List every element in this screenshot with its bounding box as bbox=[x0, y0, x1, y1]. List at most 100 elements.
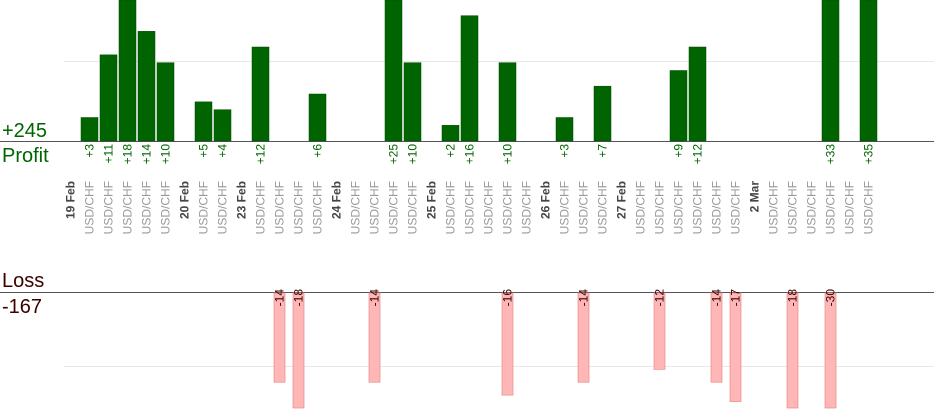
profit-label: Profit bbox=[2, 145, 49, 167]
loss-bar bbox=[653, 292, 666, 370]
symbol-label: USD/CHF bbox=[140, 181, 154, 234]
symbol-label: USD/CHF bbox=[672, 181, 686, 234]
profit-value-label: +33 bbox=[824, 144, 838, 165]
loss-value-label: -16 bbox=[501, 289, 515, 307]
profit-bar bbox=[308, 93, 327, 142]
loss-value-label: -18 bbox=[292, 289, 306, 307]
symbol-label: USD/CHF bbox=[83, 181, 97, 234]
symbol-label: USD/CHF bbox=[767, 181, 781, 234]
loss-value-label: -14 bbox=[710, 289, 724, 307]
loss-value-label: -18 bbox=[786, 289, 800, 307]
profit-value-label: +6 bbox=[311, 144, 325, 158]
date-label: 25 Feb bbox=[425, 181, 439, 219]
profit-bar bbox=[118, 0, 137, 142]
profit-bars bbox=[80, 0, 878, 142]
profit-bar bbox=[669, 70, 688, 142]
profit-value-label: +9 bbox=[672, 144, 686, 158]
symbol-label: USD/CHF bbox=[368, 181, 382, 234]
symbol-label: USD/CHF bbox=[482, 181, 496, 234]
loss-value-label: -14 bbox=[368, 289, 382, 307]
symbol-label: USD/CHF bbox=[634, 181, 648, 234]
profit-value-label: +10 bbox=[501, 144, 515, 165]
profit-bar bbox=[859, 0, 878, 142]
date-label: 2 Mar bbox=[748, 181, 762, 213]
profit-bar bbox=[498, 62, 517, 142]
profit-bar bbox=[593, 85, 612, 142]
loss-bar bbox=[273, 292, 286, 383]
symbol-label: USD/CHF bbox=[311, 181, 325, 234]
symbol-label: USD/CHF bbox=[216, 181, 230, 234]
loss-bar bbox=[577, 292, 590, 383]
profit-value-label: +3 bbox=[83, 144, 97, 158]
date-label: 24 Feb bbox=[330, 181, 344, 219]
profit-value-label: +14 bbox=[140, 144, 154, 165]
profit-bar bbox=[213, 109, 232, 142]
profit-value-label: +25 bbox=[387, 144, 401, 165]
profit-bar bbox=[403, 62, 422, 142]
symbol-label: USD/CHF bbox=[102, 181, 116, 234]
symbol-label: USD/CHF bbox=[444, 181, 458, 234]
symbol-label: USD/CHF bbox=[710, 181, 724, 234]
profit-bar bbox=[137, 31, 156, 142]
profit-bar bbox=[384, 0, 403, 142]
profit-value-label: +10 bbox=[159, 144, 173, 165]
symbol-label: USD/CHF bbox=[254, 181, 268, 234]
profit-value-label: +12 bbox=[691, 144, 705, 165]
loss-value-label: -14 bbox=[577, 289, 591, 307]
loss-bar bbox=[368, 292, 381, 383]
profit-value-label: +16 bbox=[463, 144, 477, 165]
symbol-label: USD/CHF bbox=[653, 181, 667, 234]
profit-bar bbox=[688, 46, 707, 142]
profit-bar bbox=[99, 54, 118, 142]
profit-value-label: +4 bbox=[216, 144, 230, 158]
date-label: 23 Feb bbox=[235, 181, 249, 219]
date-label: 27 Feb bbox=[615, 181, 629, 219]
date-label: 20 Feb bbox=[178, 181, 192, 219]
profit-total: +245 bbox=[2, 120, 48, 142]
loss-value-label: -17 bbox=[729, 289, 743, 307]
profit-value-label: +7 bbox=[596, 144, 610, 158]
profit-value-label: +5 bbox=[197, 144, 211, 158]
profit-bar bbox=[194, 101, 213, 142]
symbol-label: USD/CHF bbox=[843, 181, 857, 234]
date-label: 19 Feb bbox=[64, 181, 78, 219]
symbol-label: USD/CHF bbox=[520, 181, 534, 234]
profit-bar bbox=[251, 46, 270, 142]
profit-value-label: +10 bbox=[406, 144, 420, 165]
symbol-label: USD/CHF bbox=[349, 181, 363, 234]
loss-value-label: -14 bbox=[273, 289, 287, 307]
symbol-label: USD/CHF bbox=[691, 181, 705, 234]
symbol-label: USD/CHF bbox=[577, 181, 591, 234]
profit-value-label: +18 bbox=[121, 144, 135, 165]
label-layer: +3 +11 +18 +14 +10 +5 +4 +12 +6 +25 +10 +2 +16 +10 +3 +… bbox=[64, 144, 876, 307]
profit-value-label: +11 bbox=[102, 144, 116, 164]
profit-bar bbox=[80, 117, 99, 142]
symbol-label: USD/CHF bbox=[292, 181, 306, 234]
loss-bar bbox=[729, 292, 742, 402]
symbol-label: USD/CHF bbox=[786, 181, 800, 234]
profit-bar bbox=[821, 0, 840, 142]
symbol-label: USD/CHF bbox=[558, 181, 572, 234]
profit-value-label: +3 bbox=[558, 144, 572, 158]
symbol-label: USD/CHF bbox=[501, 181, 515, 234]
loss-bar bbox=[824, 292, 837, 409]
profit-value-label: +35 bbox=[862, 144, 876, 165]
symbol-label: USD/CHF bbox=[387, 181, 401, 234]
loss-bars bbox=[273, 292, 837, 409]
symbol-label: USD/CHF bbox=[805, 181, 819, 234]
symbol-label: USD/CHF bbox=[463, 181, 477, 234]
symbol-label: USD/CHF bbox=[862, 181, 876, 234]
loss-value-label: -30 bbox=[824, 289, 838, 307]
symbol-label: USD/CHF bbox=[406, 181, 420, 234]
loss-bar bbox=[710, 292, 723, 383]
symbol-label: USD/CHF bbox=[197, 181, 211, 234]
loss-bar bbox=[501, 292, 514, 396]
symbol-label: USD/CHF bbox=[121, 181, 135, 234]
symbol-label: USD/CHF bbox=[596, 181, 610, 234]
profit-value-label: +12 bbox=[254, 144, 268, 165]
symbol-label: USD/CHF bbox=[159, 181, 173, 234]
profit-value-label: +2 bbox=[444, 144, 458, 158]
profit-bar bbox=[156, 62, 175, 142]
profit-bar bbox=[555, 117, 574, 142]
